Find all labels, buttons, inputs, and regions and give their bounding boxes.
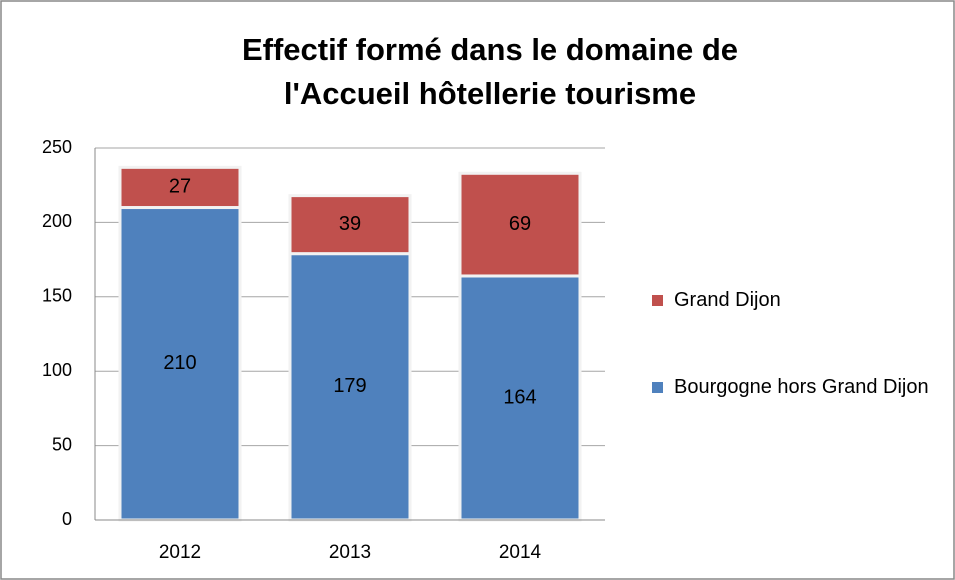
bar-segment [118,206,242,522]
bar-segment [458,171,582,278]
legend-label: Bourgogne hors Grand Dijon [674,376,929,398]
data-label: 69 [509,213,531,235]
y-tick-label: 250 [42,137,72,157]
data-label: 179 [333,375,366,397]
y-tick-label: 50 [52,434,72,454]
y-tick-label: 200 [42,211,72,231]
legend-item: Grand Dijon [652,288,942,312]
legend-label: Grand Dijon [674,289,781,311]
x-tick-label: 2014 [499,542,542,563]
data-label: 39 [339,213,361,235]
data-label: 27 [169,176,191,198]
y-tick-label: 100 [42,360,72,380]
bar-segment [118,165,242,210]
legend-item: Bourgogne hors Grand Dijon [652,375,942,399]
data-label: 210 [163,352,196,374]
y-tick-label: 0 [62,509,72,529]
bar-segment [458,274,582,522]
legend-swatch [652,382,663,393]
y-tick-label: 150 [42,286,72,306]
bar-segment [288,194,412,256]
data-label: 164 [503,386,536,408]
x-tick-label: 2012 [159,542,201,563]
x-tick-label: 2013 [329,542,371,563]
legend-swatch [652,295,663,306]
chart-title: Effectif formé dans le domaine de [242,32,738,67]
chart-title: l'Accueil hôtellerie tourisme [284,76,696,111]
